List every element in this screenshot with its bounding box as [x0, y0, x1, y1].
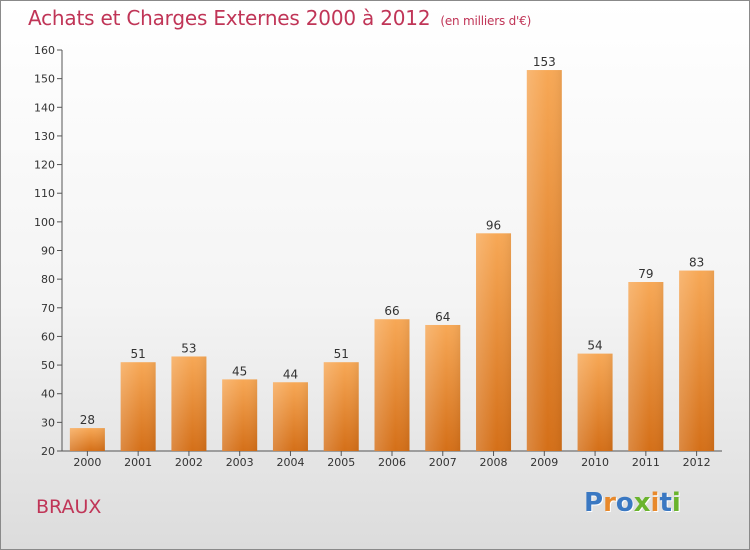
labels-layer: 20 30 40 50 60 70 80 90 100 110 120 130 140 150 160 200… — [34, 44, 711, 469]
proxiti-logo: Proxiti — [584, 488, 681, 518]
y-tick-label: 100 — [34, 216, 55, 229]
bar-shine-2011 — [628, 282, 664, 451]
data-label: 64 — [435, 310, 450, 324]
chart-unit: (en milliers d'€) — [440, 14, 532, 28]
y-tick-label: 50 — [41, 359, 55, 372]
data-label: 153 — [533, 55, 556, 69]
x-tick-label: 2000 — [73, 456, 101, 469]
data-label: 83 — [689, 256, 704, 270]
y-tick-label: 150 — [34, 73, 55, 86]
y-tick-label: 160 — [34, 44, 55, 57]
x-tick-label: 2008 — [480, 456, 508, 469]
bar-shine-2002 — [171, 356, 207, 451]
data-label: 54 — [587, 339, 602, 353]
data-label: 96 — [486, 218, 501, 232]
y-tick-label: 80 — [41, 273, 55, 286]
data-label: 79 — [638, 267, 653, 281]
bar-shine-2001 — [120, 362, 156, 451]
data-label: 53 — [181, 341, 196, 355]
logo-letter: t — [659, 488, 672, 518]
y-tick-label: 120 — [34, 159, 55, 172]
x-tick-label: 2010 — [581, 456, 609, 469]
data-label: 66 — [384, 304, 399, 318]
logo-letter: P — [584, 488, 604, 518]
y-tick-label: 70 — [41, 302, 55, 315]
y-tick-label: 20 — [41, 445, 55, 458]
commune-name: BRAUX — [36, 496, 102, 518]
chart-title: Achats et Charges Externes 2000 à 2012 (e… — [28, 6, 531, 30]
chart-title-text: Achats et Charges Externes 2000 à 2012 — [28, 6, 431, 30]
bar-shine-2007 — [425, 324, 461, 451]
logo-letter: x — [633, 488, 651, 518]
bars-layer — [69, 70, 715, 452]
y-tick-label: 140 — [34, 101, 55, 114]
x-tick-label: 2006 — [378, 456, 406, 469]
bar-shine-2010 — [577, 353, 613, 451]
logo-letter: i — [650, 488, 660, 518]
y-tick-label: 40 — [41, 388, 55, 401]
x-tick-label: 2005 — [327, 456, 355, 469]
bar-shine-2009 — [526, 70, 562, 452]
x-tick-label: 2012 — [683, 456, 711, 469]
logo-letter: r — [603, 488, 616, 518]
y-tick-label: 130 — [34, 130, 55, 143]
x-tick-label: 2002 — [175, 456, 203, 469]
data-label: 45 — [232, 364, 247, 378]
bar-shine-2004 — [272, 382, 308, 451]
data-label: 28 — [80, 413, 95, 427]
bar-shine-2006 — [374, 319, 410, 451]
bar-shine-2003 — [222, 379, 258, 451]
y-tick-label: 60 — [41, 330, 55, 343]
data-label: 51 — [334, 347, 349, 361]
x-tick-label: 2003 — [226, 456, 254, 469]
x-tick-label: 2011 — [632, 456, 660, 469]
data-label: 44 — [283, 367, 298, 381]
bar-shine-2008 — [476, 233, 512, 451]
bar-shine-2005 — [323, 362, 359, 451]
x-tick-label: 2009 — [530, 456, 558, 469]
y-tick-label: 90 — [41, 245, 55, 258]
logo-letter: i — [671, 488, 681, 518]
logo-letter: o — [615, 488, 634, 518]
data-label: 51 — [131, 347, 146, 361]
bar-shine-2000 — [69, 428, 105, 451]
x-tick-label: 2004 — [276, 456, 304, 469]
bar-shine-2012 — [679, 270, 715, 451]
x-tick-label: 2007 — [429, 456, 457, 469]
y-tick-label: 30 — [41, 416, 55, 429]
x-tick-label: 2001 — [124, 456, 152, 469]
y-tick-label: 110 — [34, 187, 55, 200]
